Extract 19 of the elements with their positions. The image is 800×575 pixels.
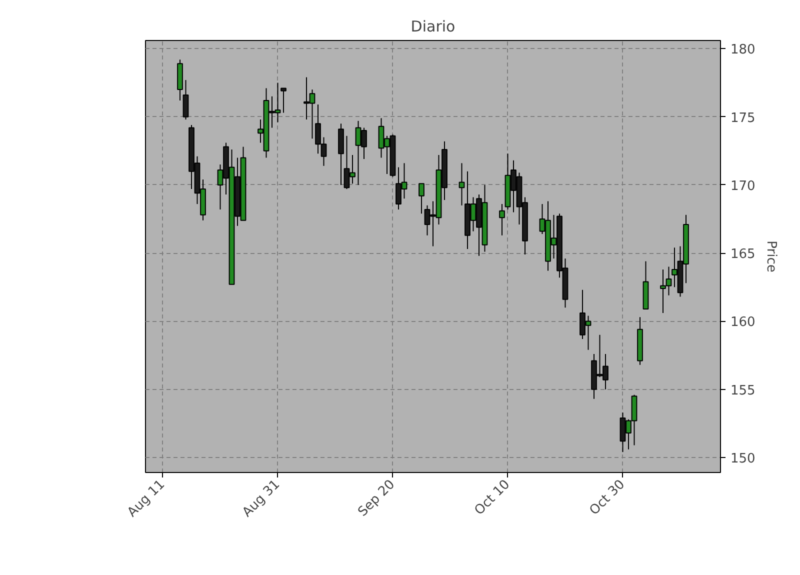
candlestick <box>182 80 189 120</box>
x-tick-label: Aug 31 <box>240 477 284 520</box>
candlestick <box>458 162 465 206</box>
y-tick-label: 160 <box>730 315 756 330</box>
candlestick <box>418 183 424 214</box>
candlestick <box>499 204 505 236</box>
x-tick-label: Oct 10 <box>472 477 514 518</box>
y-tick-label: 150 <box>730 452 756 467</box>
x-tick-label: Sep 20 <box>356 477 398 520</box>
chart-title: Diario <box>410 18 456 36</box>
y-tick-label: 180 <box>730 42 756 58</box>
y-axis-title: Price <box>763 240 778 272</box>
y-tick-label: 170 <box>730 178 756 194</box>
y-tick-label: 175 <box>730 110 756 126</box>
x-tick-label: Aug 11 <box>124 477 168 520</box>
y-tick-label: 165 <box>730 247 756 262</box>
y-tick-label: 155 <box>730 383 756 398</box>
candlestick <box>280 88 286 114</box>
x-tick-label: Oct 30 <box>586 477 628 518</box>
